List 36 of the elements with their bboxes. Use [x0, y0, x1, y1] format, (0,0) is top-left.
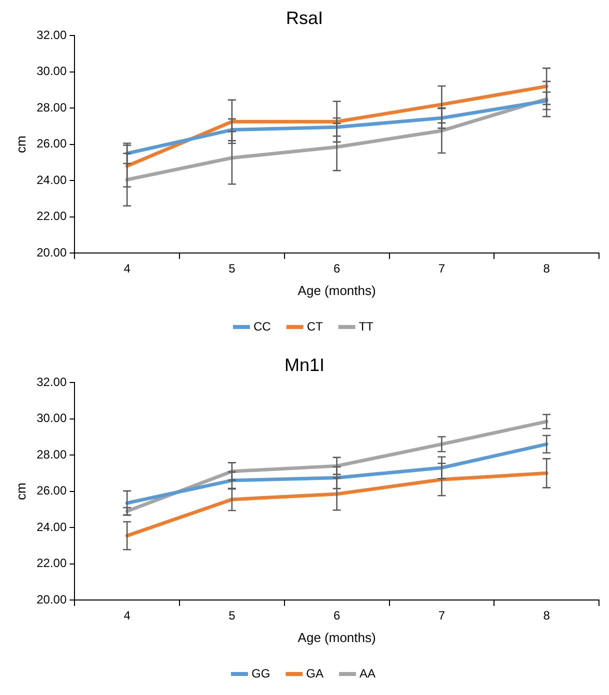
y-tick-label: 30.00	[36, 411, 67, 426]
legend-label: GA	[306, 666, 324, 680]
x-tick-label: 7	[438, 262, 446, 276]
y-tick-label: 26.00	[36, 484, 67, 498]
y-tick-label: 32.00	[36, 374, 67, 389]
legend-label: TT	[358, 319, 374, 334]
y-tick-label: 22.00	[36, 556, 67, 570]
legend-label: GG	[251, 666, 270, 680]
y-tick-label: 24.00	[36, 172, 67, 187]
y-tick-label: 32.00	[36, 28, 67, 42]
x-tick-label: 6	[333, 608, 340, 623]
x-tick-label: 4	[124, 608, 131, 623]
y-tick-label: 30.00	[36, 64, 67, 78]
x-tick-label: 8	[543, 262, 550, 276]
x-tick-label: 5	[228, 608, 236, 623]
chart-title: Mn1I	[284, 354, 325, 375]
x-tick-label: 5	[228, 262, 236, 276]
legend-label: CC	[254, 319, 272, 334]
x-tick-label: 4	[124, 262, 131, 276]
y-tick-label: 26.00	[36, 136, 67, 151]
x-axis-title: Age (months)	[298, 630, 376, 645]
y-tick-label: 24.00	[36, 520, 67, 534]
legend-label: AA	[360, 666, 376, 680]
y-tick-label: 20.00	[36, 245, 67, 260]
y-axis-title: cm	[13, 136, 28, 153]
x-tick-label: 6	[333, 262, 340, 276]
y-tick-label: 28.00	[36, 100, 67, 114]
x-axis-title: Age (months)	[298, 282, 376, 298]
legend-label: CT	[306, 319, 324, 334]
y-axis-title: cm	[13, 482, 28, 500]
x-tick-label: 7	[438, 608, 446, 623]
x-tick-label: 8	[543, 608, 550, 623]
y-tick-label: 22.00	[36, 209, 67, 224]
y-tick-label: 20.00	[36, 592, 67, 606]
y-tick-label: 28.00	[36, 447, 67, 462]
chart-title: RsaI	[286, 8, 324, 28]
